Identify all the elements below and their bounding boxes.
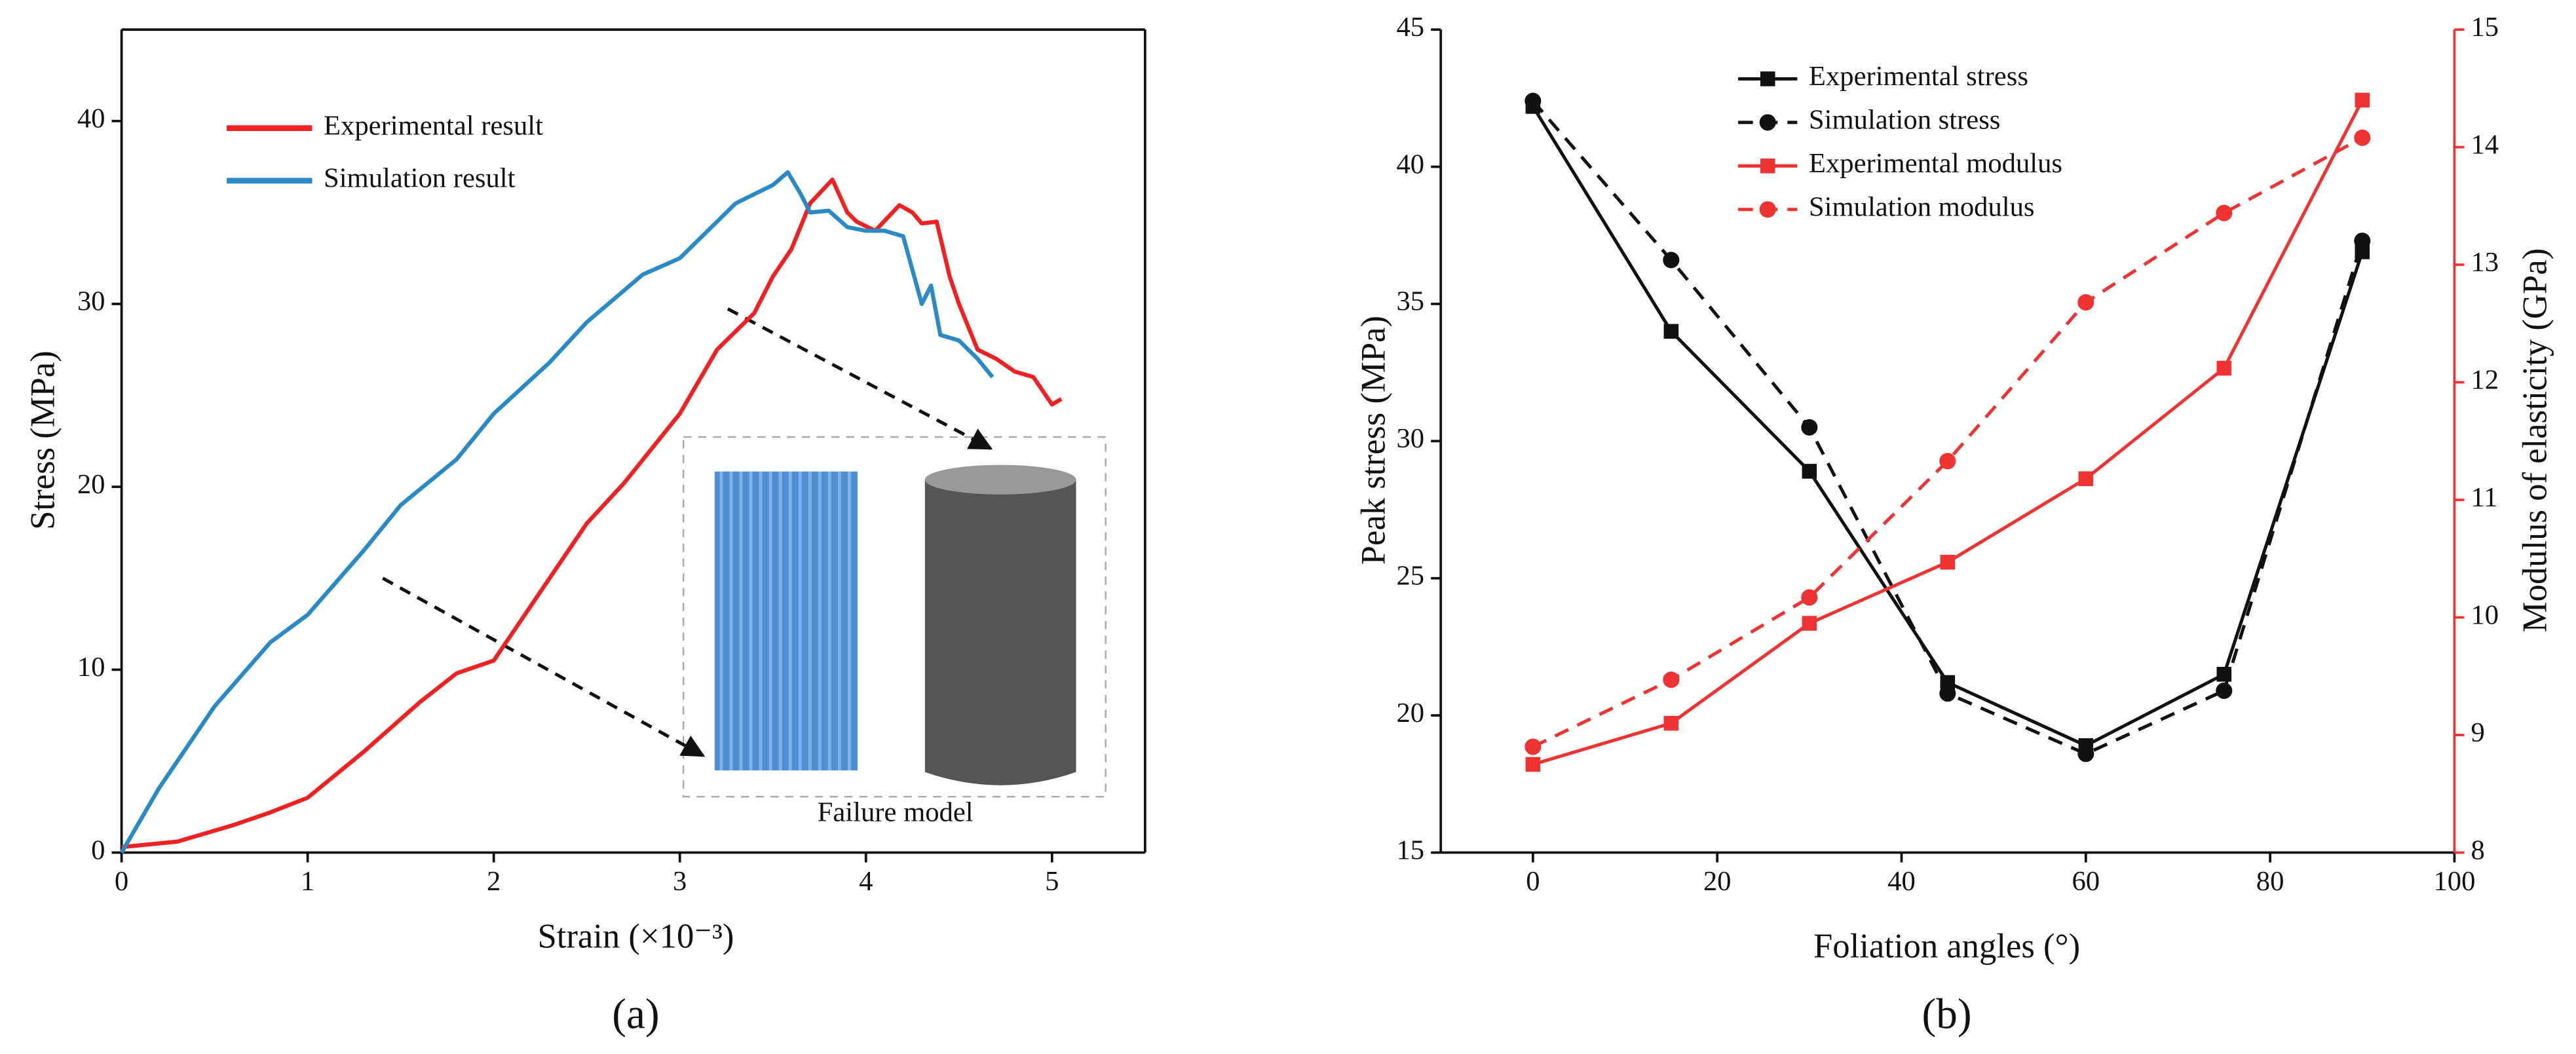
- y-tick-label: 40: [77, 104, 105, 134]
- legend-marker: [1760, 159, 1775, 174]
- point: [2078, 471, 2094, 487]
- point: [1525, 738, 1542, 755]
- y-tick-label: 45: [1397, 12, 1425, 43]
- series-line: [119, 170, 994, 854]
- point: [1663, 324, 1679, 339]
- point: [2077, 745, 2094, 762]
- arrow: [382, 576, 706, 757]
- y-tick-label: 30: [1397, 423, 1425, 454]
- point: [1801, 419, 1818, 436]
- legend-marker: [1759, 114, 1776, 131]
- point: [2077, 294, 2094, 311]
- point: [2354, 129, 2371, 146]
- x-tick-label: 5: [1045, 866, 1059, 897]
- point: [1525, 757, 1541, 772]
- point: [2354, 233, 2371, 250]
- y2-tick-label: 13: [2471, 247, 2499, 278]
- x-tick-label: 80: [2256, 866, 2284, 897]
- legend-label: Experimental stress: [1809, 61, 2028, 92]
- x-tick-label: 0: [115, 866, 128, 897]
- y-axis-title: Stress (MPa): [24, 350, 62, 530]
- inset-label: Failure model: [818, 797, 974, 828]
- legend-label: Simulation result: [324, 163, 516, 194]
- point: [2355, 92, 2370, 108]
- legend-marker: [1759, 201, 1776, 218]
- caption: (a): [612, 991, 659, 1038]
- series-line: [121, 177, 1063, 850]
- y2-tick-label: 10: [2471, 599, 2499, 630]
- arrow: [727, 307, 993, 450]
- y-tick-label: 30: [77, 286, 105, 317]
- x-tick-label: 0: [1526, 866, 1540, 897]
- y2-tick-label: 15: [2471, 12, 2499, 43]
- specimen-top: [924, 464, 1076, 495]
- x-axis-title: Foliation angles (°): [1813, 928, 2080, 966]
- y-tick-label: 10: [77, 652, 105, 683]
- legend-label: Experimental modulus: [1809, 148, 2062, 179]
- point: [1663, 715, 1679, 731]
- y2-tick-label: 14: [2471, 129, 2499, 160]
- y-tick-label: 20: [1397, 698, 1425, 728]
- x-tick-label: 60: [2072, 866, 2100, 897]
- point: [1801, 589, 1818, 606]
- point: [2216, 682, 2233, 699]
- x-tick-label: 2: [487, 866, 501, 897]
- point: [2216, 360, 2232, 376]
- simulation-image: [714, 471, 858, 771]
- legend-label: Simulation modulus: [1809, 192, 2035, 223]
- y-tick-label: 20: [77, 469, 105, 500]
- point: [1939, 685, 1956, 702]
- x-tick-label: 40: [1887, 866, 1916, 897]
- legend-marker: [1760, 71, 1775, 86]
- x-tick-label: 100: [2433, 866, 2475, 897]
- point: [1940, 554, 1956, 570]
- y-tick-label: 35: [1397, 286, 1425, 317]
- x-tick-label: 3: [673, 866, 687, 897]
- series-line: [1532, 136, 2363, 749]
- legend-label: Experimental result: [324, 110, 543, 141]
- legend-label: Simulation stress: [1809, 105, 2000, 136]
- y-tick-label: 40: [1397, 149, 1425, 179]
- x-tick-label: 20: [1703, 866, 1732, 897]
- point: [1525, 92, 1542, 109]
- y2-tick-label: 9: [2471, 717, 2485, 748]
- point: [1939, 453, 1956, 470]
- y-tick-label: 0: [91, 835, 105, 865]
- specimen-image: [924, 467, 1076, 785]
- point: [1663, 671, 1680, 688]
- y-tick-label: 15: [1397, 835, 1425, 865]
- y2-axis-title: Modulus of elasticity (GPa): [2516, 248, 2554, 632]
- y2-tick-label: 8: [2471, 835, 2485, 865]
- y2-tick-label: 12: [2471, 364, 2499, 395]
- point: [2216, 204, 2233, 221]
- point: [1802, 616, 1817, 631]
- x-tick-label: 1: [301, 866, 314, 897]
- caption: (b): [1922, 991, 1972, 1038]
- y2-tick-label: 11: [2471, 482, 2498, 513]
- y-tick-label: 25: [1397, 561, 1425, 592]
- x-axis-title: Strain (×10⁻³): [537, 918, 734, 956]
- inset: Failure model: [682, 436, 1107, 828]
- point: [1802, 464, 1817, 479]
- point: [1663, 252, 1680, 269]
- x-tick-label: 4: [859, 866, 873, 897]
- y-axis-title: Peak stress (MPa): [1354, 316, 1392, 565]
